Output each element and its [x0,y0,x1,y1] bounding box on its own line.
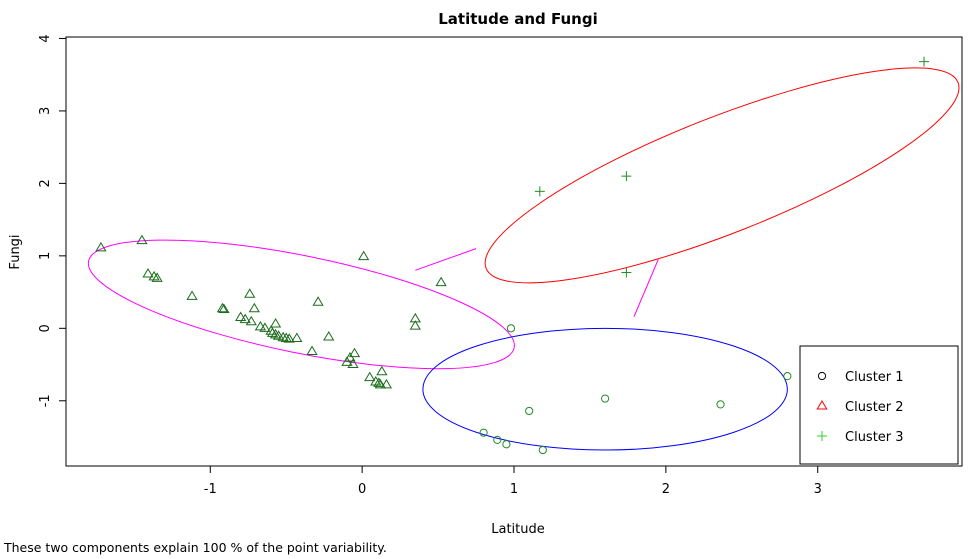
x-tick-label: 3 [814,482,822,497]
point-cluster-1 [479,428,488,437]
x-tick-label: -1 [204,482,217,497]
legend-label-cluster-1: Cluster 1 [845,370,904,385]
point-cluster-2 [370,375,382,386]
point-cluster-3 [534,186,545,197]
point-cluster-2 [142,267,154,278]
point-cluster-2 [269,317,282,328]
point-cluster-2 [216,302,229,313]
point-cluster-2 [380,378,393,389]
y-tick-label: 1 [38,252,53,260]
point-cluster-2 [148,270,160,281]
x-tick-label: 0 [358,482,366,497]
cluster-ellipses [87,67,960,451]
y-tick-label: 3 [38,107,53,115]
point-cluster-2 [266,327,279,337]
y-axis-label: Fungi [8,234,23,269]
legend-label-cluster-3: Cluster 3 [845,430,904,445]
chart-title: Latitude and Fungi [438,10,597,28]
point-cluster-2 [218,303,230,313]
point-cluster-2 [376,365,388,376]
point-cluster-2 [283,333,295,343]
point-cluster-1 [493,435,502,445]
point-cluster-2 [306,345,318,356]
legend-marker-cluster-1 [817,371,827,381]
point-cluster-1 [502,440,511,449]
point-cluster-2 [136,234,148,245]
point-cluster-2 [239,313,251,324]
point-cluster-2 [348,347,361,358]
point-cluster-2 [323,331,335,341]
ellipse-cluster-2 [87,239,515,370]
variability-note: These two components explain 100 % of th… [3,540,387,555]
connector-line [415,248,477,271]
x-tick-label: 1 [510,482,518,497]
point-cluster-2 [259,322,271,332]
point-cluster-1 [783,372,792,381]
point-cluster-1 [601,394,610,403]
x-tick-label: 2 [662,482,670,497]
point-cluster-2 [374,378,386,389]
legend-label-cluster-2: Cluster 2 [845,400,904,415]
connector-line [633,259,659,317]
point-cluster-2 [272,330,285,340]
point-cluster-2 [373,377,385,387]
legend-marker-cluster-2 [816,400,828,410]
point-cluster-2 [186,290,198,300]
point-cluster-1 [716,400,725,409]
data-points [95,56,930,455]
y-tick-label: 4 [38,34,53,42]
y-axis: -1 0 1 2 3 4 [38,34,67,407]
legend-marker-cluster-3 [817,431,827,441]
point-cluster-2 [269,328,282,339]
point-cluster-2 [347,358,359,369]
point-cluster-2 [435,276,447,287]
point-cluster-2 [280,332,292,342]
point-cluster-2 [235,311,247,321]
x-axis: -1 0 1 2 3 [204,465,822,497]
point-cluster-2 [277,331,289,342]
legend: Cluster 1 Cluster 2 Cluster 3 [799,345,959,465]
x-axis-label: Latitude [491,522,545,537]
point-cluster-2 [291,332,303,342]
point-cluster-3 [621,267,632,278]
ellipse-cluster-1 [422,327,788,451]
point-cluster-3 [919,56,930,67]
point-cluster-3 [621,171,632,182]
point-cluster-2 [245,315,257,326]
y-tick-label: 0 [38,324,53,332]
point-cluster-2 [248,302,260,313]
point-cluster-2 [312,296,324,306]
point-cluster-1 [538,445,547,455]
point-cluster-2 [254,320,267,331]
point-cluster-1 [506,324,516,333]
y-tick-label: -1 [38,394,53,407]
point-cluster-2 [151,272,163,282]
legend-box [799,345,959,465]
point-cluster-1 [525,406,534,416]
point-cluster-2 [364,371,376,382]
point-cluster-2 [358,250,370,261]
point-cluster-2 [409,320,421,330]
point-cluster-2 [244,288,256,298]
y-tick-label: 2 [38,179,53,187]
cluster-connectors [415,248,659,317]
point-cluster-2 [95,241,107,252]
ellipse-cluster-3 [484,67,960,284]
